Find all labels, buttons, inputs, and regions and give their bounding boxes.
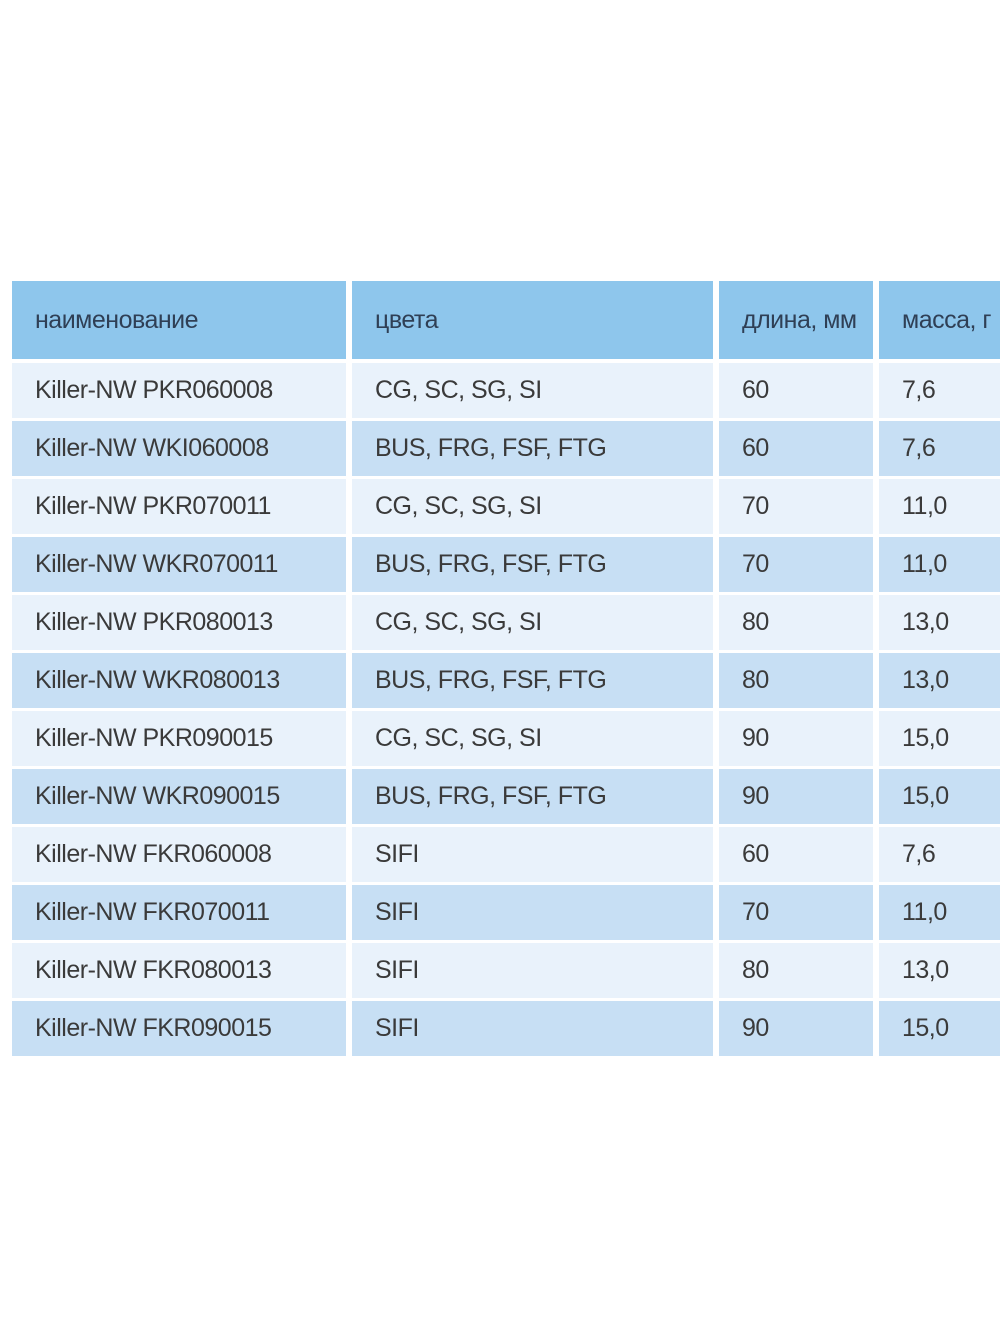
table-cell: Killer-NW PKR070011: [12, 479, 346, 534]
table-cell: Killer-NW FKR090015: [12, 1001, 346, 1056]
header-cell: длина, мм: [719, 281, 873, 359]
table-cell: CG, SC, SG, SI: [352, 595, 713, 650]
table-cell: Killer-NW WKR080013: [12, 653, 346, 708]
table-cell: 13,0: [879, 653, 1000, 708]
table-cell: BUS, FRG, FSF, FTG: [352, 537, 713, 592]
table-cell: 15,0: [879, 769, 1000, 824]
table-cell: SIFI: [352, 885, 713, 940]
table-cell: 60: [719, 421, 873, 476]
table-cell: 11,0: [879, 885, 1000, 940]
table-cell: 7,6: [879, 421, 1000, 476]
table-cell: BUS, FRG, FSF, FTG: [352, 769, 713, 824]
table-cell: CG, SC, SG, SI: [352, 479, 713, 534]
header-cell: цвета: [352, 281, 713, 359]
table-cell: 80: [719, 653, 873, 708]
table-cell: Killer-NW FKR060008: [12, 827, 346, 882]
header-cell: масса, г: [879, 281, 1000, 359]
table-cell: SIFI: [352, 943, 713, 998]
table-cell: 90: [719, 1001, 873, 1056]
table-cell: 15,0: [879, 1001, 1000, 1056]
table-cell: 70: [719, 885, 873, 940]
table-cell: BUS, FRG, FSF, FTG: [352, 653, 713, 708]
table-cell: SIFI: [352, 827, 713, 882]
table-cell: Killer-NW FKR080013: [12, 943, 346, 998]
table-cell: 11,0: [879, 479, 1000, 534]
table-cell: Killer-NW PKR080013: [12, 595, 346, 650]
table-cell: 90: [719, 711, 873, 766]
table-cell: Killer-NW PKR090015: [12, 711, 346, 766]
table-cell: Killer-NW FKR070011: [12, 885, 346, 940]
table-cell: 7,6: [879, 363, 1000, 418]
table-cell: 80: [719, 943, 873, 998]
table-cell: 60: [719, 363, 873, 418]
table-cell: 90: [719, 769, 873, 824]
table-cell: 60: [719, 827, 873, 882]
table-cell: Killer-NW PKR060008: [12, 363, 346, 418]
table-cell: 70: [719, 537, 873, 592]
table-cell: BUS, FRG, FSF, FTG: [352, 421, 713, 476]
table-cell: 80: [719, 595, 873, 650]
table-cell: 7,6: [879, 827, 1000, 882]
table-cell: SIFI: [352, 1001, 713, 1056]
table-cell: 70: [719, 479, 873, 534]
table-cell: 13,0: [879, 943, 1000, 998]
table-cell: Killer-NW WKR090015: [12, 769, 346, 824]
table-cell: Killer-NW WKR070011: [12, 537, 346, 592]
table-cell: 13,0: [879, 595, 1000, 650]
header-cell: наименование: [12, 281, 346, 359]
table-cell: CG, SC, SG, SI: [352, 363, 713, 418]
table-cell: 15,0: [879, 711, 1000, 766]
table-cell: CG, SC, SG, SI: [352, 711, 713, 766]
table-cell: 11,0: [879, 537, 1000, 592]
table-cell: Killer-NW WKI060008: [12, 421, 346, 476]
